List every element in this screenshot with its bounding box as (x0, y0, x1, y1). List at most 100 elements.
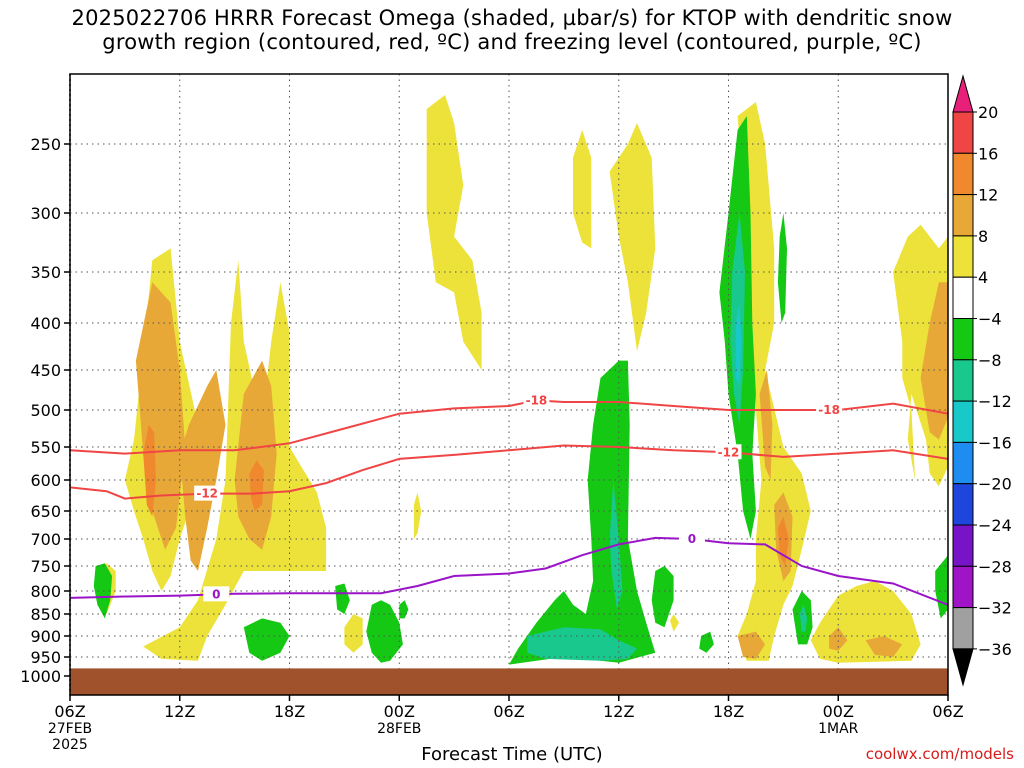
contour-label-1-0: -12 (196, 487, 218, 501)
x-tick-label-36: 18Z (713, 702, 744, 721)
contour-line-2 (70, 536, 948, 606)
omega-region-33 (699, 631, 714, 653)
colorbar-label-5: −4 (978, 310, 1002, 329)
omega-region-4 (179, 370, 226, 571)
colorbar-label-12: −32 (978, 599, 1012, 618)
colorbar-label-11: −28 (978, 557, 1012, 576)
colorbar-label-10: −24 (978, 516, 1012, 535)
y-tick-label-650: 650 (30, 502, 61, 521)
contour-label-1-1: -12 (718, 445, 740, 459)
omega-region-8 (426, 95, 482, 370)
contour-layer: -18 -18 -12 -12 0 0 (70, 392, 948, 606)
y-tick-label-350: 350 (30, 263, 61, 282)
colorbar-label-6: −8 (978, 351, 1002, 370)
colorbar-label-13: −36 (978, 640, 1012, 659)
surface-layer (70, 668, 948, 695)
y-tick-label-1000: 1000 (20, 667, 61, 686)
colorbar-label-4: 4 (978, 268, 988, 287)
y-tick-label-750: 750 (30, 557, 61, 576)
colorbar-top-triangle (952, 74, 974, 113)
x-tick-label-48: 06Z (932, 702, 963, 721)
colorbar-segment-7 (952, 359, 974, 402)
colorbar-label-1: 16 (978, 144, 998, 163)
colorbar-segment-5 (952, 276, 974, 320)
omega-region-27 (366, 600, 403, 663)
x-tick-date-18: 28FEB (377, 721, 421, 737)
contour-label-bg-2-1 (678, 531, 705, 546)
contour-label-bg-1-1 (715, 444, 742, 460)
chart-title-line-2: growth region (contoured, red, ºC) and f… (102, 30, 922, 54)
omega-region-18 (865, 636, 903, 657)
colorbar-segment-11 (952, 524, 974, 567)
colorbar-label-2: 12 (978, 186, 998, 205)
omega-region-17 (829, 627, 848, 651)
contour-label-bg-0-0 (523, 392, 550, 408)
omega-region-24 (93, 563, 113, 619)
omega-region-22 (344, 614, 363, 653)
colorbar-segment-6 (952, 318, 974, 361)
colorbar-label-3: 8 (978, 227, 988, 246)
omega-region-12 (759, 370, 773, 480)
omega-region-6 (143, 424, 156, 517)
omega-region-10 (609, 123, 656, 352)
chart-title: 2025022706 HRRR Forecast Omega (shaded, … (0, 6, 1024, 54)
colorbar-segment-8 (952, 400, 974, 443)
contour-label-bg-2-0 (203, 586, 230, 602)
y-tick-label-950: 950 (30, 648, 61, 667)
omega-region-32 (651, 566, 674, 628)
omega-region-20 (920, 282, 948, 440)
omega-region-37 (777, 213, 787, 323)
y-tick-label-550: 550 (30, 438, 61, 457)
y-tick-label-400: 400 (30, 314, 61, 333)
omega-region-15 (737, 631, 766, 659)
colorbar-segment-13 (952, 607, 974, 650)
x-axis-label: Forecast Time (UTC) (421, 744, 603, 765)
x-tick-date-0: 27FEB (48, 721, 92, 737)
ground-surface (70, 668, 948, 695)
colorbar-label-9: −20 (978, 475, 1012, 494)
colorbar: 20 16 12 8 4 −4 −8 −12 −16 −20 −24 −28 −32 −36 (952, 74, 1012, 687)
colorbar-segment-4 (952, 235, 974, 278)
y-tick-label-700: 700 (30, 530, 61, 549)
chart-title-line-1: 2025022706 HRRR Forecast Omega (shaded, … (71, 6, 953, 30)
y-tick-label-800: 800 (30, 582, 61, 601)
x-tick-label-18: 00Z (384, 702, 415, 721)
omega-region-21 (413, 492, 422, 539)
x-tick-year-0: 2025 (52, 737, 88, 753)
colorbar-segment-9 (952, 441, 974, 485)
omega-region-2 (143, 260, 327, 661)
credit-text: coolwx.com/models (865, 745, 1014, 763)
colorbar-segment-2 (952, 152, 974, 196)
y-tick-label-250: 250 (30, 135, 61, 154)
y-tick-label-900: 900 (30, 627, 61, 646)
omega-region-7 (249, 460, 264, 511)
omega-region-25 (243, 618, 290, 661)
x-tick-label-30: 12Z (603, 702, 634, 721)
y-tick-label-600: 600 (30, 471, 61, 490)
omega-region-39 (799, 604, 808, 632)
y-tick-label-850: 850 (30, 605, 61, 624)
y-tick-label-500: 500 (30, 401, 61, 420)
contour-label-0-1: -18 (818, 403, 840, 417)
omega-shading-layer (93, 95, 948, 665)
x-tick-label-6: 12Z (164, 702, 195, 721)
colorbar-segment-1 (952, 111, 974, 154)
x-tick-date-42: 1MAR (818, 721, 859, 737)
x-tick-label-12: 18Z (274, 702, 305, 721)
contour-label-bg-1-0 (194, 485, 221, 501)
contour-label-2-1: 0 (688, 532, 696, 546)
omega-region-36 (735, 302, 742, 386)
contour-label-bg-0-1 (816, 402, 843, 417)
colorbar-segment-3 (952, 194, 974, 237)
contour-line-0 (70, 399, 948, 455)
x-tick-label-0: 06Z (54, 702, 85, 721)
y-tick-label-300: 300 (30, 204, 61, 223)
omega-region-23 (670, 614, 680, 632)
omega-region-9 (573, 130, 592, 249)
y-tick-label-450: 450 (30, 361, 61, 380)
x-tick-label-24: 06Z (493, 702, 524, 721)
x-tick-label-42: 00Z (823, 702, 854, 721)
colorbar-label-8: −16 (978, 433, 1012, 452)
